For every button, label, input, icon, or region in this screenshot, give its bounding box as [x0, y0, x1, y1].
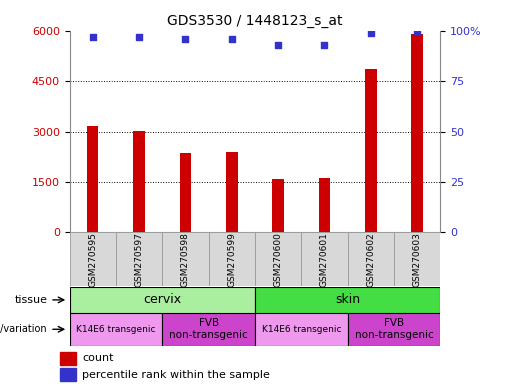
Bar [70, 313, 162, 346]
Bar [255, 287, 440, 313]
Bar [133, 131, 145, 232]
Text: GSM270598: GSM270598 [181, 232, 190, 286]
Bar [411, 34, 423, 232]
Bar [60, 352, 76, 365]
Bar [301, 232, 348, 286]
Point [135, 34, 143, 40]
Text: GSM270601: GSM270601 [320, 232, 329, 286]
Point [274, 42, 282, 48]
Text: GSM270600: GSM270600 [273, 232, 283, 286]
Bar [255, 313, 348, 346]
Bar [116, 232, 162, 286]
Point [320, 42, 329, 48]
Text: GSM270602: GSM270602 [366, 232, 375, 286]
Text: count: count [82, 353, 114, 364]
Bar [348, 313, 440, 346]
Bar [209, 232, 255, 286]
Title: GDS3530 / 1448123_s_at: GDS3530 / 1448123_s_at [167, 14, 342, 28]
Bar [255, 232, 301, 286]
Bar [394, 232, 440, 286]
Text: GSM270597: GSM270597 [134, 232, 144, 286]
Text: GSM270595: GSM270595 [88, 232, 97, 286]
Text: GSM270603: GSM270603 [413, 232, 422, 286]
Text: FVB
non-transgenic: FVB non-transgenic [169, 318, 248, 340]
Bar [348, 232, 394, 286]
Point [228, 36, 236, 42]
Text: GSM270599: GSM270599 [227, 232, 236, 286]
Bar [87, 126, 98, 232]
Text: genotype/variation: genotype/variation [0, 324, 47, 334]
Bar [70, 287, 255, 313]
Bar [162, 313, 255, 346]
Text: K14E6 transgenic: K14E6 transgenic [262, 325, 341, 334]
Point [413, 28, 421, 34]
Point [181, 36, 190, 42]
Text: FVB
non-transgenic: FVB non-transgenic [355, 318, 433, 340]
Bar [272, 179, 284, 232]
Bar [60, 368, 76, 381]
Text: cervix: cervix [143, 293, 181, 306]
Bar [70, 232, 116, 286]
Point [89, 34, 97, 40]
Text: tissue: tissue [14, 295, 47, 305]
Bar [226, 152, 237, 232]
Text: skin: skin [335, 293, 360, 306]
Bar [162, 232, 209, 286]
Bar [319, 178, 330, 232]
Text: percentile rank within the sample: percentile rank within the sample [82, 369, 270, 379]
Point [367, 30, 375, 36]
Bar [180, 153, 191, 232]
Text: K14E6 transgenic: K14E6 transgenic [76, 325, 156, 334]
Bar [365, 70, 376, 232]
